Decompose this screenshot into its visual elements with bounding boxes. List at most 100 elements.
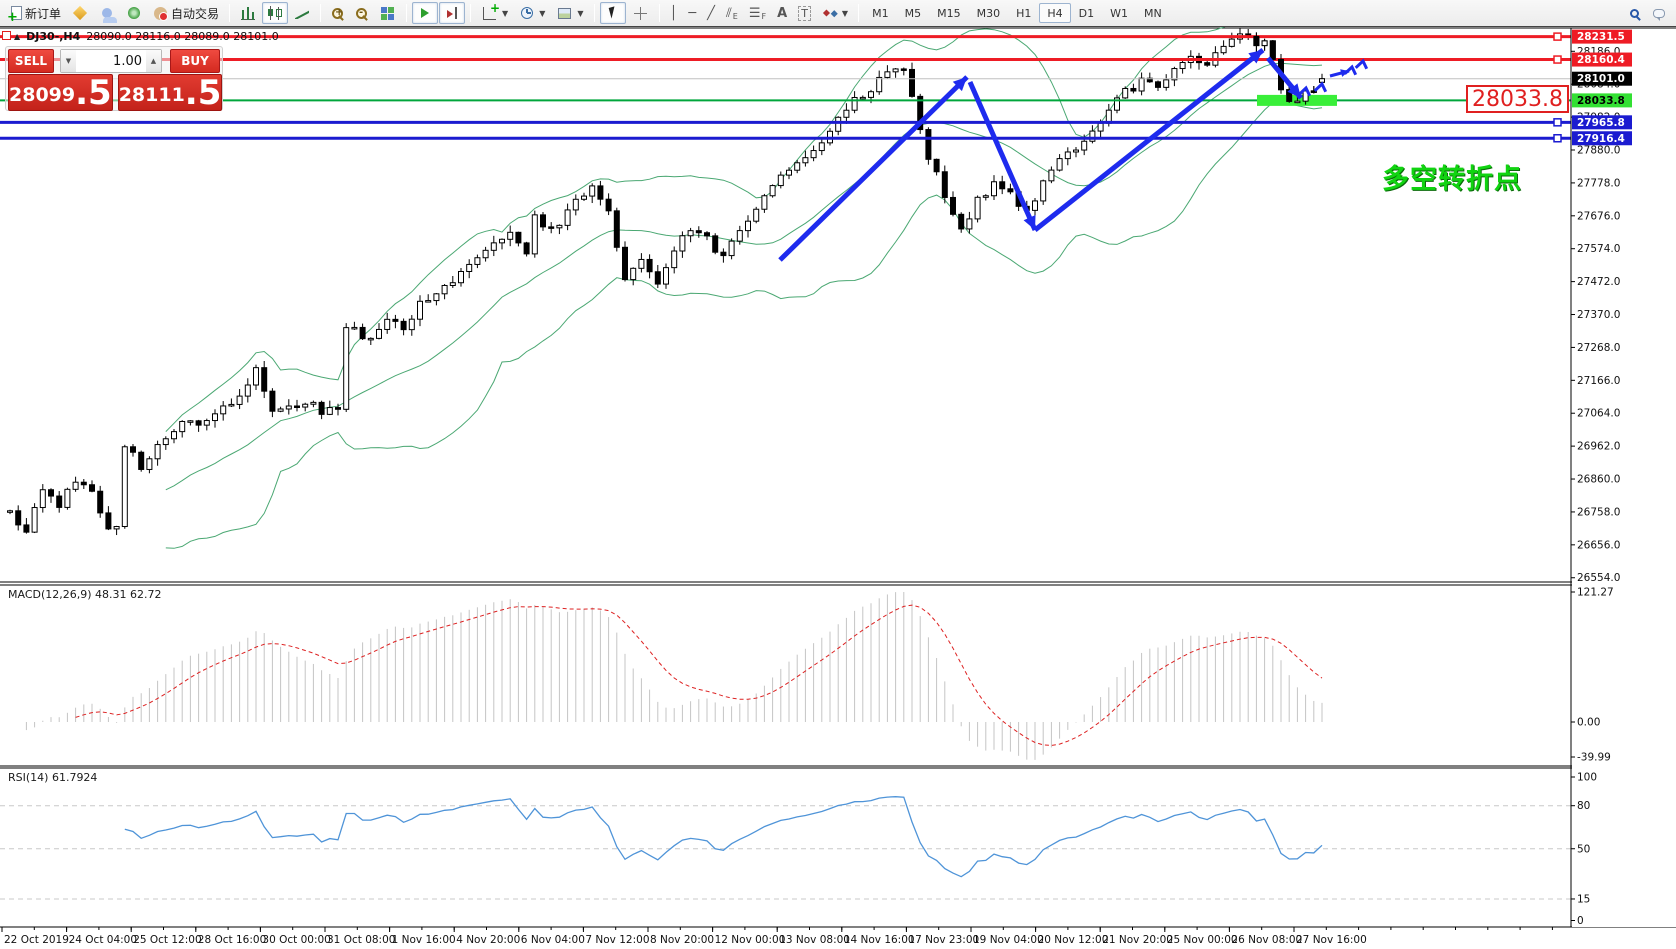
candle-body [253, 367, 259, 386]
chevron-mark[interactable] [1313, 81, 1328, 93]
candle-body [23, 524, 30, 533]
candle-body [261, 367, 268, 392]
volume-value[interactable]: 1.00 [113, 53, 142, 69]
chevron-mark[interactable] [1297, 85, 1312, 97]
price-callout-label[interactable]: 28033.8 [1466, 85, 1569, 113]
arrows-tool-button[interactable]: ▼ [817, 2, 853, 24]
text-tool-button[interactable]: A [772, 2, 792, 24]
hline-handle[interactable] [1553, 134, 1562, 143]
trend-arrow-line[interactable] [967, 80, 1038, 232]
zoom-out-button[interactable]: - [350, 2, 373, 24]
candle-body [244, 384, 251, 397]
chart-background [0, 28, 1676, 949]
vertical-line-tool-button[interactable]: │ [665, 2, 683, 24]
sell-button[interactable]: SELL [8, 49, 54, 73]
hline-handle[interactable] [1553, 55, 1562, 64]
candle-body [228, 403, 235, 407]
new-order-button[interactable]: 新订单 [4, 2, 66, 25]
bar-chart-mode-button[interactable] [235, 2, 261, 24]
crosshair-tool-button[interactable] [627, 2, 654, 24]
chart-shift-button[interactable] [439, 2, 466, 24]
autotrading-button[interactable]: 自动交易 [148, 2, 224, 24]
fibonacci-tool-button[interactable]: ☰ F [748, 5, 767, 22]
time-axis-label: 27 Nov 16:00 [1296, 934, 1367, 946]
candle-body [130, 446, 136, 453]
timeframe-m5[interactable]: M5 [904, 6, 922, 20]
candle-body [1056, 158, 1063, 171]
candle-body [318, 401, 325, 415]
cursor-tool-button[interactable] [599, 2, 626, 24]
hline-handle[interactable] [1553, 32, 1562, 41]
hline-handle[interactable] [1553, 118, 1562, 127]
trend-arrow-line[interactable] [1033, 48, 1265, 232]
candle-body [876, 76, 883, 93]
auto-scroll-button[interactable] [412, 2, 439, 24]
timeframe-mn[interactable]: MN [1143, 6, 1162, 20]
timeframe-d1[interactable]: D1 [1078, 6, 1095, 20]
market-watch-button[interactable] [67, 2, 93, 24]
candle-body [121, 446, 128, 528]
candle-body [1261, 40, 1268, 47]
candle-body [736, 230, 743, 242]
candle-body [523, 242, 530, 255]
candle-body [466, 263, 473, 272]
price-tick-label: 27064.0 [1577, 408, 1620, 420]
tile-windows-button[interactable] [374, 2, 401, 24]
autotrading-label: 自动交易 [171, 6, 220, 21]
timeframe-m1[interactable]: M1 [872, 6, 889, 20]
price-tick-label: 26758.0 [1577, 506, 1620, 518]
horizontal-line-tool-button[interactable]: ─ [683, 2, 701, 24]
text-label-tool-button[interactable]: T [793, 2, 816, 24]
search-button[interactable] [1623, 2, 1646, 24]
candle-body [269, 390, 276, 412]
indicators-button[interactable]: ▼ [476, 1, 513, 24]
timeframe-m30[interactable]: M30 [976, 6, 1001, 20]
candle-body [285, 405, 292, 410]
chat-button[interactable] [1646, 2, 1672, 24]
buy-button[interactable]: BUY [170, 49, 220, 73]
periods-button[interactable]: ▼ [514, 2, 550, 24]
volume-increase-button[interactable]: ▲ [146, 50, 161, 72]
candle-body [1269, 40, 1276, 60]
market-watch-icon [72, 5, 88, 21]
trend-arrow-line[interactable] [778, 75, 969, 262]
price-level-box-label: 28101.0 [1577, 73, 1625, 85]
candle-body [1081, 140, 1088, 151]
line-chart-mode-button[interactable] [289, 2, 315, 24]
candle-body [1286, 89, 1293, 102]
buy-price-button[interactable]: 28111.5 [117, 74, 223, 111]
candle-body [179, 420, 186, 433]
candle-body [326, 407, 333, 415]
candle-body [786, 169, 792, 176]
hline-handle[interactable] [2, 31, 11, 40]
toolbar-separator [858, 4, 860, 22]
trendline-tool-button[interactable]: ╱ [702, 2, 720, 24]
candlestick-icon [268, 6, 283, 20]
signals-button[interactable] [121, 2, 147, 24]
template-icon [558, 7, 572, 19]
timeframe-m15[interactable]: M15 [937, 6, 961, 20]
toolbar-separator [229, 4, 231, 22]
templates-button[interactable]: ▼ [551, 2, 588, 24]
trend-arrow-head [1023, 215, 1036, 230]
candlestick-mode-button[interactable] [262, 2, 289, 24]
vertical-line-icon: │ [669, 5, 678, 21]
accounts-button[interactable] [94, 2, 120, 24]
channel-tool-button[interactable]: ⫽ E [725, 5, 738, 22]
chevron-mark[interactable] [1354, 58, 1369, 70]
chinese-annotation[interactable]: 多空转折点 [1382, 164, 1522, 195]
candle-body [564, 209, 571, 226]
timeframe-h4[interactable]: H4 [1039, 3, 1071, 23]
sell-price-button[interactable]: 28099.5 [8, 74, 113, 111]
volume-decrease-button[interactable]: ▼ [61, 50, 76, 72]
macd-scale-label: 0.00 [1577, 717, 1600, 729]
candle-body [1163, 79, 1170, 88]
timeframe-w1[interactable]: W1 [1110, 6, 1128, 20]
timeframe-h1[interactable]: H1 [1016, 6, 1032, 20]
collapse-triangle-icon[interactable]: ▲ [14, 32, 21, 41]
zoom-in-button[interactable]: + [326, 2, 349, 24]
equidistant-channel-icon: ⫽ [725, 5, 732, 21]
candle-body [392, 318, 399, 322]
